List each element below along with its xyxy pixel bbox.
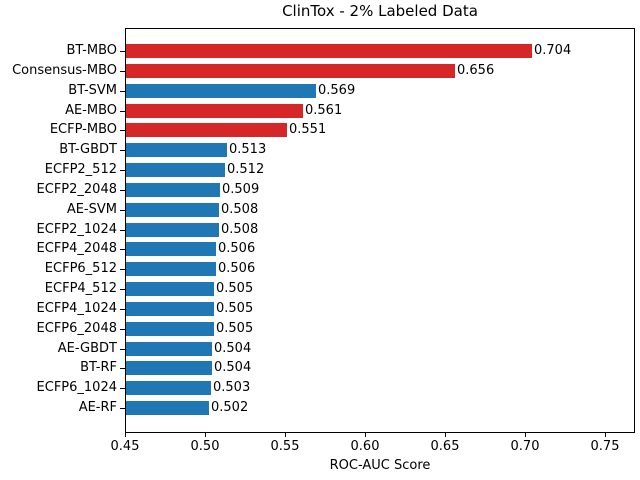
- y-tick-mark: [120, 71, 125, 72]
- bar-value-label: 0.704: [534, 43, 572, 58]
- x-tick-label: 0.75: [590, 439, 620, 454]
- bar: [126, 44, 532, 58]
- y-tick-mark: [120, 329, 125, 330]
- bar-value-label: 0.656: [457, 63, 495, 78]
- x-axis-label: ROC-AUC Score: [329, 458, 431, 473]
- x-tick-label: 0.60: [350, 439, 380, 454]
- bar: [126, 342, 212, 356]
- y-tick-label: AE-GBDT: [57, 341, 117, 356]
- y-tick-label: ECFP4_2048: [36, 241, 117, 256]
- bar: [126, 401, 209, 415]
- bar-value-label: 0.505: [216, 321, 254, 336]
- x-tick-label: 0.50: [190, 439, 220, 454]
- y-tick-mark: [120, 388, 125, 389]
- x-tick-label: 0.70: [510, 439, 540, 454]
- bar: [126, 322, 214, 336]
- y-tick-label: ECFP2_2048: [36, 182, 117, 197]
- bar: [126, 143, 227, 157]
- y-tick-mark: [120, 51, 125, 52]
- chart-title: ClinTox - 2% Labeled Data: [282, 2, 478, 20]
- bar: [126, 361, 212, 375]
- bar-value-label: 0.551: [289, 122, 327, 137]
- bar: [126, 381, 211, 395]
- y-tick-label: ECFP-MBO: [49, 122, 117, 137]
- y-tick-label: AE-MBO: [65, 103, 117, 118]
- x-tick-mark: [205, 433, 206, 437]
- y-tick-mark: [120, 349, 125, 350]
- y-tick-mark: [120, 408, 125, 409]
- bar: [126, 203, 219, 217]
- y-tick-label: BT-RF: [80, 360, 117, 375]
- bar: [126, 123, 287, 137]
- y-tick-label: ECFP4_512: [44, 281, 117, 296]
- bar: [126, 262, 216, 276]
- bar-value-label: 0.503: [213, 380, 251, 395]
- bar: [126, 64, 455, 78]
- bar: [126, 242, 216, 256]
- x-tick-label: 0.65: [430, 439, 460, 454]
- bar-value-label: 0.508: [221, 202, 259, 217]
- bar-value-label: 0.502: [211, 400, 249, 415]
- x-tick-label: 0.45: [110, 439, 140, 454]
- y-tick-label: ECFP4_1024: [36, 301, 117, 316]
- bar: [126, 163, 225, 177]
- bar-value-label: 0.513: [229, 142, 267, 157]
- y-tick-label: Consensus-MBO: [12, 63, 117, 78]
- bar-value-label: 0.569: [318, 83, 356, 98]
- y-tick-mark: [120, 150, 125, 151]
- bar: [126, 282, 214, 296]
- bar-value-label: 0.505: [216, 281, 254, 296]
- bar: [126, 104, 303, 118]
- x-tick-mark: [445, 433, 446, 437]
- y-tick-label: AE-RF: [78, 400, 117, 415]
- y-tick-label: BT-MBO: [66, 43, 118, 58]
- x-tick-label: 0.55: [270, 439, 300, 454]
- bar-value-label: 0.506: [218, 261, 256, 276]
- x-tick-mark: [365, 433, 366, 437]
- y-tick-mark: [120, 111, 125, 112]
- y-tick-mark: [120, 289, 125, 290]
- y-tick-mark: [120, 210, 125, 211]
- y-tick-mark: [120, 269, 125, 270]
- y-tick-mark: [120, 190, 125, 191]
- x-tick-mark: [525, 433, 526, 437]
- x-tick-mark: [605, 433, 606, 437]
- bar-value-label: 0.508: [221, 222, 259, 237]
- y-tick-label: ECFP6_2048: [36, 321, 117, 336]
- y-tick-mark: [120, 130, 125, 131]
- y-tick-mark: [120, 249, 125, 250]
- y-tick-label: ECFP2_512: [44, 162, 117, 177]
- bar-value-label: 0.504: [214, 341, 252, 356]
- x-tick-mark: [125, 433, 126, 437]
- y-tick-mark: [120, 230, 125, 231]
- bar: [126, 223, 219, 237]
- bar-value-label: 0.505: [216, 301, 254, 316]
- y-tick-mark: [120, 309, 125, 310]
- y-tick-mark: [120, 170, 125, 171]
- y-tick-mark: [120, 368, 125, 369]
- y-tick-label: ECFP6_512: [44, 261, 117, 276]
- bar: [126, 302, 214, 316]
- x-tick-mark: [285, 433, 286, 437]
- bar: [126, 183, 220, 197]
- bar: [126, 84, 316, 98]
- bar-value-label: 0.561: [305, 103, 343, 118]
- bar-value-label: 0.506: [218, 241, 256, 256]
- y-tick-mark: [120, 91, 125, 92]
- y-tick-label: BT-GBDT: [59, 142, 117, 157]
- y-tick-label: ECFP2_1024: [36, 222, 117, 237]
- y-tick-label: ECFP6_1024: [36, 380, 117, 395]
- bar-value-label: 0.504: [214, 360, 252, 375]
- bar-value-label: 0.509: [222, 182, 260, 197]
- y-tick-label: BT-SVM: [68, 83, 117, 98]
- bar-value-label: 0.512: [227, 162, 265, 177]
- y-tick-label: AE-SVM: [66, 202, 117, 217]
